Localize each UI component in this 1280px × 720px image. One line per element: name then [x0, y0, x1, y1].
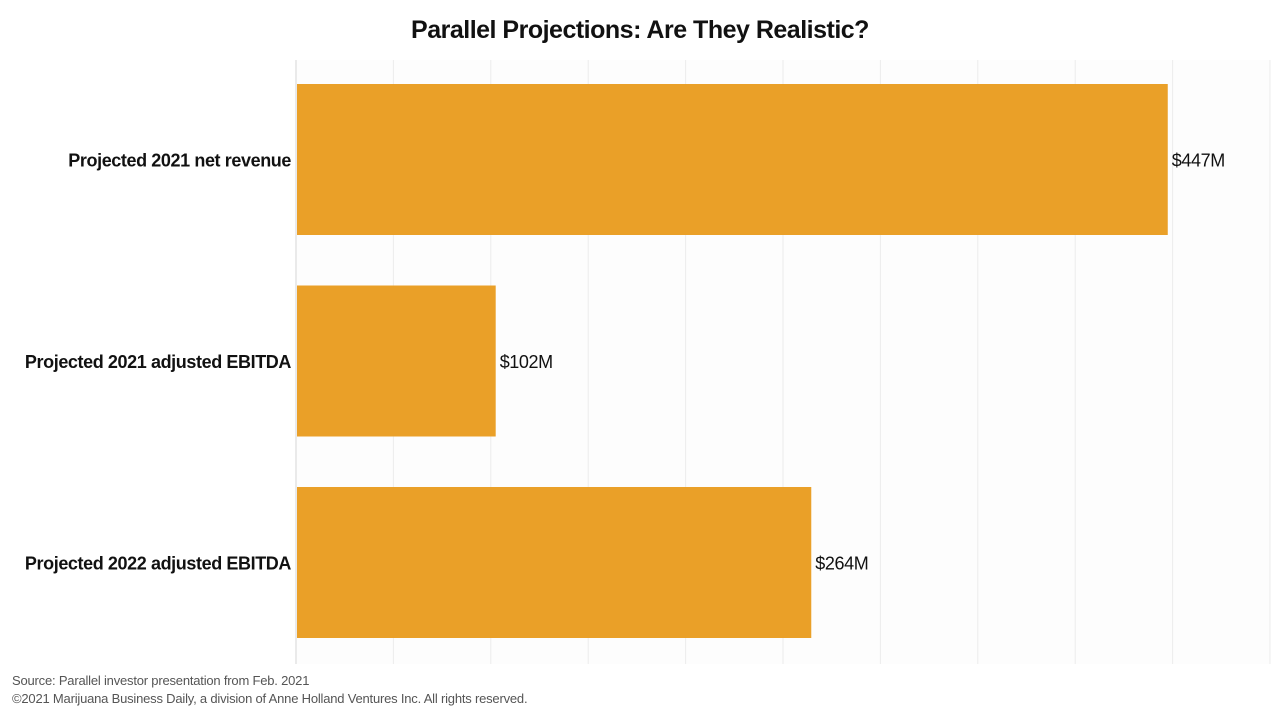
copyright-note: ©2021 Marijuana Business Daily, a divisi…	[12, 691, 528, 706]
category-label: Projected 2021 net revenue	[68, 151, 291, 171]
bar	[297, 487, 812, 638]
category-label: Projected 2021 adjusted EBITDA	[25, 352, 291, 372]
bar	[297, 84, 1168, 235]
chart-title: Parallel Projections: Are They Realistic…	[411, 16, 869, 44]
value-label: $264M	[815, 554, 868, 574]
category-labels: Projected 2021 net revenue Projected 2021…	[25, 151, 292, 574]
value-labels: $447M $102M $264M	[500, 151, 1226, 574]
bars	[297, 84, 1168, 638]
value-label: $447M	[1172, 151, 1225, 171]
value-label: $102M	[500, 352, 553, 372]
source-note: Source: Parallel investor presentation f…	[12, 673, 310, 688]
category-label: Projected 2022 adjusted EBITDA	[25, 554, 291, 574]
bar	[297, 285, 496, 437]
